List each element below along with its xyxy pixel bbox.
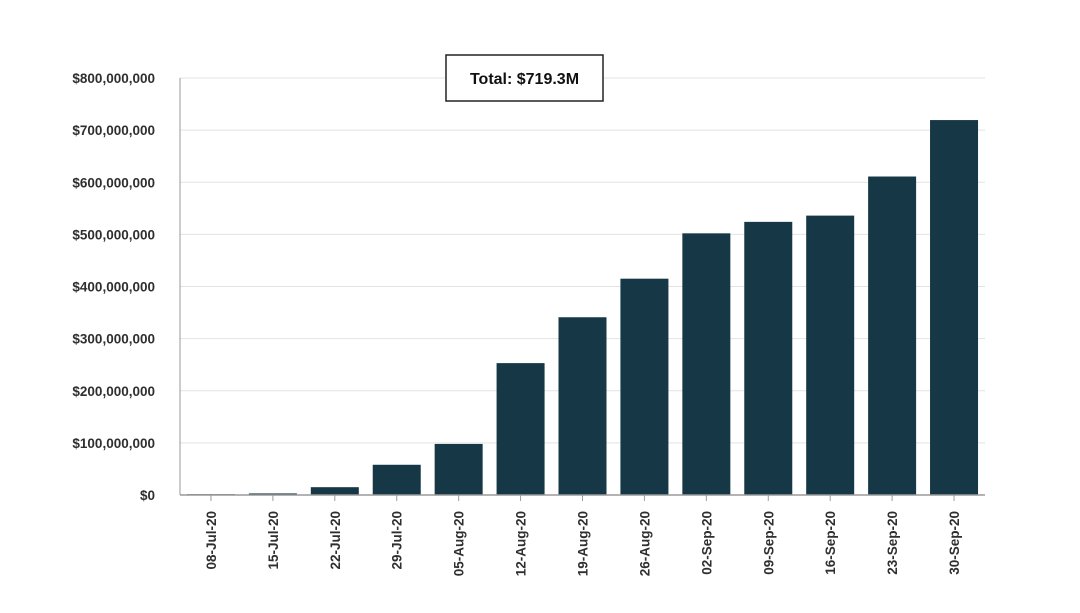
bar — [558, 317, 607, 495]
y-tick-label: $100,000,000 — [72, 436, 155, 451]
x-tick-label: 12-Aug-20 — [514, 511, 529, 576]
y-tick-labels: $0 $100,000,000 $200,000,000 $300,000,000 $4… — [72, 71, 155, 503]
bar — [806, 215, 855, 496]
bar — [372, 464, 421, 495]
x-tick-labels: 08-Jul-20 15-Jul-20 22-Jul-20 29-Jul-20 05-A… — [204, 495, 962, 576]
x-tick-label: 26-Aug-20 — [637, 511, 652, 576]
bar — [682, 233, 731, 495]
bar — [620, 278, 669, 495]
bar — [248, 493, 297, 495]
x-tick-label: 09-Sep-20 — [761, 511, 776, 575]
x-tick-label: 19-Aug-20 — [576, 511, 591, 576]
x-tick-label: 02-Sep-20 — [699, 511, 714, 575]
bar — [496, 363, 545, 495]
y-tick-label: $600,000,000 — [72, 175, 155, 190]
x-tick-label: 05-Aug-20 — [452, 511, 467, 576]
x-tick-label: 29-Jul-20 — [390, 511, 405, 570]
y-tick-label: $200,000,000 — [72, 384, 155, 399]
x-tick-label: 23-Sep-20 — [885, 511, 900, 575]
x-tick-label: 15-Jul-20 — [266, 511, 281, 570]
bar — [310, 487, 359, 495]
y-tick-label: $800,000,000 — [72, 71, 155, 86]
y-tick-label: $700,000,000 — [72, 123, 155, 138]
x-tick-label: 16-Sep-20 — [823, 511, 838, 575]
bar — [930, 120, 979, 495]
y-tick-label: $500,000,000 — [72, 227, 155, 242]
total-label: Total: $719.3M — [470, 71, 579, 88]
total-box — [445, 54, 604, 102]
total-annotation: Total: $719.3M — [445, 54, 604, 102]
bar — [434, 443, 483, 495]
x-tick-label: 22-Jul-20 — [328, 511, 343, 570]
x-tick-label: 30-Sep-20 — [947, 511, 962, 575]
y-tick-label: $0 — [140, 488, 155, 503]
bar — [744, 221, 793, 496]
y-tick-label: $400,000,000 — [72, 280, 155, 295]
bar — [868, 176, 917, 496]
bars-layer — [186, 120, 979, 496]
y-tick-label: $300,000,000 — [72, 332, 155, 347]
x-tick-label: 08-Jul-20 — [204, 511, 219, 570]
